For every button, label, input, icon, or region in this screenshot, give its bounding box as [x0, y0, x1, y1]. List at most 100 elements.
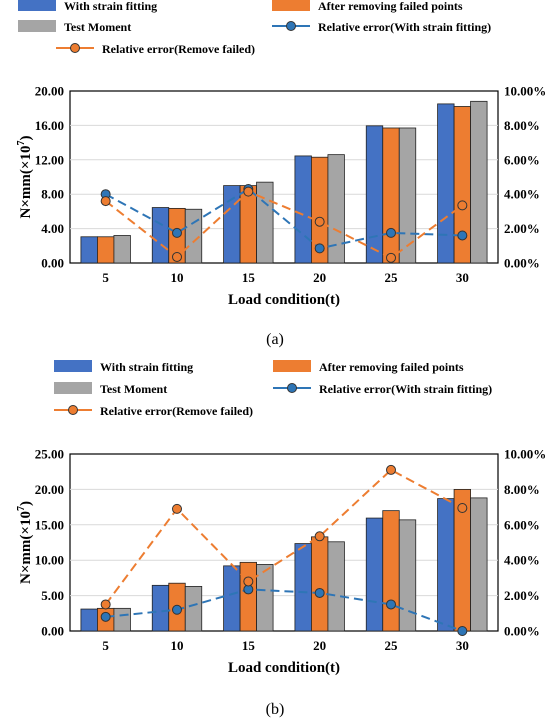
bar-removed-failed [239, 185, 257, 264]
error-marker [314, 531, 325, 542]
bar-removed-failed [239, 561, 257, 632]
y2-tick-label: 10.00% [504, 84, 546, 99]
y2-tick-label: 8.00% [504, 482, 540, 497]
x-tick-label: 10 [171, 270, 184, 285]
y-tick-label: 8.00 [41, 187, 64, 202]
bar-test-moment [184, 208, 203, 264]
y-axis-title-sup: 7 [16, 141, 27, 146]
bar-test-moment [327, 154, 345, 264]
legend-label: Test Moment [64, 20, 131, 34]
error-marker [314, 587, 325, 598]
bar-removed-failed [97, 236, 115, 264]
x-tick-label: 20 [313, 270, 326, 285]
bar-test-moment [398, 127, 417, 264]
bar-test-moment [113, 607, 131, 632]
error-marker [386, 252, 396, 263]
error-marker [457, 626, 468, 636]
x-tick-label: 15 [242, 638, 256, 653]
legend-marker [68, 405, 78, 415]
legend-marker [287, 383, 297, 393]
bar-strain-fitting [294, 543, 312, 632]
legend-label: Relative error(Remove failed) [102, 42, 255, 56]
legend-item: After removing failed points [272, 0, 463, 13]
error-marker [172, 251, 182, 262]
bar-strain-fitting [80, 236, 98, 264]
legend-item: With strain fitting [54, 360, 193, 374]
bar-strain-fitting [437, 498, 455, 632]
legend-label: With strain fitting [64, 0, 157, 13]
error-marker [386, 227, 396, 238]
bar-strain-fitting [80, 608, 98, 632]
y-axis-title-close: ) [18, 501, 34, 506]
legend-item: Test Moment [18, 20, 131, 34]
legend-label: With strain fitting [100, 360, 193, 374]
error-marker [172, 503, 182, 514]
legend-item: Relative error(With strain fitting) [273, 382, 492, 396]
bar-strain-fitting [294, 155, 312, 264]
y2-tick-label: 2.00% [504, 221, 540, 236]
error-line [105, 190, 463, 260]
error-line [104, 468, 463, 606]
error-marker [172, 227, 182, 238]
error-marker [386, 464, 396, 475]
bar-test-moment [398, 519, 417, 632]
error-marker [243, 576, 254, 587]
x-tick-label: 15 [242, 270, 256, 285]
bar-strain-fitting [365, 125, 384, 264]
plot-frame [69, 90, 499, 264]
plot-frame [69, 453, 499, 632]
y2-tick-label: 0.00% [504, 624, 540, 639]
bar-removed-failed [382, 127, 400, 264]
legend-swatch [273, 360, 311, 372]
legend-label: Test Moment [100, 382, 167, 396]
bar-test-moment [184, 585, 203, 632]
error-marker [457, 230, 468, 241]
legend-swatch [18, 20, 56, 32]
y-tick-label: 25.00 [35, 447, 64, 462]
legend-item: Relative error(With strain fitting) [272, 20, 491, 34]
error-marker [314, 216, 325, 227]
y2-tick-label: 8.00% [504, 118, 540, 133]
bar-test-moment [256, 181, 274, 264]
y-tick-label: 4.00 [41, 221, 64, 236]
x-tick-label: 25 [385, 270, 399, 285]
x-tick-label: 10 [171, 638, 184, 653]
legend-marker [286, 21, 296, 31]
x-axis-title: Load condition(t) [228, 660, 340, 676]
bar-test-moment [470, 100, 488, 264]
x-tick-label: 30 [456, 270, 469, 285]
error-line [105, 187, 463, 250]
y-tick-label: 0.00 [41, 624, 64, 639]
legend-label: Relative error(With strain fitting) [318, 20, 491, 34]
bar-strain-fitting [365, 517, 384, 632]
legend-label: After removing failed points [319, 360, 464, 374]
error-marker [100, 611, 111, 622]
error-marker [386, 599, 396, 610]
bar-test-moment [113, 235, 131, 264]
x-tick-label: 20 [313, 638, 326, 653]
legend-item: After removing failed points [273, 360, 464, 374]
legend-swatch [272, 0, 310, 11]
y2-tick-label: 2.00% [504, 588, 540, 603]
x-tick-label: 25 [385, 638, 399, 653]
chart-panel-a: With strain fitting After removing failed… [16, 0, 546, 348]
y-axis-title: N×mm(×107) [16, 501, 34, 584]
y-tick-label: 5.00 [41, 588, 64, 603]
error-marker [100, 196, 111, 207]
bar-strain-fitting [151, 584, 170, 632]
panel-label: (b) [266, 701, 285, 718]
y2-tick-label: 6.00% [504, 152, 540, 167]
y2-tick-label: 4.00% [504, 553, 540, 568]
x-tick-label: 5 [102, 270, 109, 285]
error-marker [243, 186, 254, 197]
bar-removed-failed [311, 536, 329, 632]
bar-test-moment [327, 541, 345, 632]
x-tick-label: 30 [456, 638, 469, 653]
y-axis-title-sup: 7 [16, 506, 27, 511]
y-tick-label: 20.00 [35, 84, 64, 99]
legend-swatch [54, 382, 92, 394]
error-marker [100, 599, 111, 610]
y-axis-title-main: N×mm(×10 [18, 146, 34, 219]
y2-tick-label: 4.00% [504, 187, 540, 202]
